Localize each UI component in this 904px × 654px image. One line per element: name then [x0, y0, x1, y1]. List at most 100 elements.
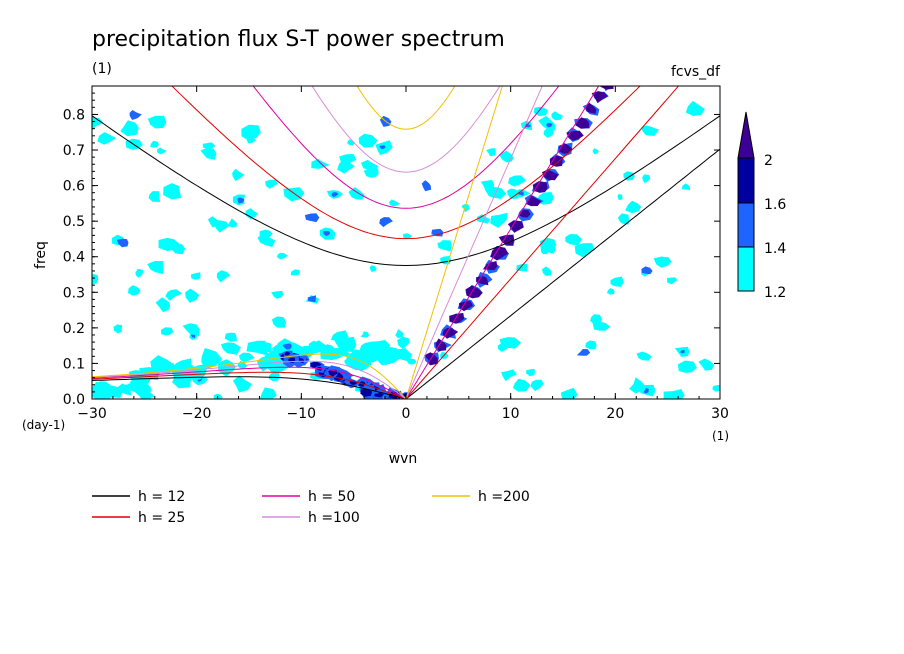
kelvin-curve: [405, 86, 503, 399]
contour-patch: [331, 192, 339, 198]
contour-patch: [246, 137, 256, 144]
colorbar-label: 1.4: [764, 241, 786, 257]
legend-label: h = 12: [138, 489, 185, 505]
contour-patch: [284, 351, 291, 356]
contour-patch: [610, 276, 624, 287]
y-tick-label: 0.1: [63, 356, 85, 372]
contour-patch: [636, 351, 652, 361]
contour-patch: [599, 86, 614, 90]
contour-patch: [358, 133, 378, 148]
contour-patch: [304, 213, 320, 223]
y-tick-label: 0.6: [63, 179, 85, 195]
contour-patch: [277, 252, 288, 260]
contour-patch: [353, 351, 363, 358]
contour-patch: [344, 358, 352, 366]
contour-patch: [431, 228, 444, 237]
y-tick-label: 0.7: [63, 143, 85, 159]
contour-patch: [542, 266, 552, 276]
x-tick-label: 20: [606, 406, 624, 422]
contour-patch: [642, 174, 651, 184]
contour-patch: [501, 369, 517, 382]
dispersion-curves: [92, 86, 720, 399]
contour-patch: [232, 168, 245, 182]
contour-patch: [171, 244, 186, 255]
contour-patch: [551, 111, 563, 121]
kelvin-curve: [405, 148, 720, 399]
rossby-curve: [92, 366, 407, 399]
contour-patch: [117, 383, 132, 394]
colorbar-label: 1.6: [764, 197, 786, 213]
contour-patch: [259, 229, 273, 239]
contour-patch: [576, 349, 591, 356]
contour-patch: [202, 142, 216, 150]
contour-patch: [283, 187, 305, 202]
x-tick-label: −30: [77, 406, 107, 422]
contour-patch: [379, 145, 386, 150]
colorbar-label: 2: [764, 153, 773, 169]
contour-patch: [157, 147, 167, 155]
contour-patch: [227, 218, 238, 228]
contour-patch: [260, 387, 277, 399]
y-tick-label: 0.0: [63, 392, 85, 408]
contour-patch: [625, 200, 642, 214]
contour-patch: [147, 115, 167, 129]
x-tick-label: 10: [502, 406, 520, 422]
contour-patch: [323, 231, 331, 237]
contour-patch: [508, 175, 527, 187]
contour-patch: [667, 277, 678, 285]
contour-patch: [421, 180, 432, 192]
contour-patch: [360, 389, 373, 397]
contour-patch: [617, 193, 623, 201]
contour-patch: [128, 285, 141, 296]
contour-patch: [575, 117, 590, 129]
contour-patch: [265, 179, 279, 189]
contour-patch: [360, 331, 370, 338]
contour-patch: [221, 360, 235, 371]
x-tick-label: 0: [402, 406, 411, 422]
contour-patch: [592, 321, 611, 331]
colorbar-segment: [737, 202, 755, 248]
rossby-curve: [92, 353, 407, 399]
contour-patch: [549, 155, 563, 167]
x-tick-label: 30: [711, 406, 729, 422]
contour-patch: [161, 327, 174, 336]
contour-patch: [458, 301, 473, 312]
contour-patch: [216, 270, 231, 283]
contour-patch: [402, 233, 413, 239]
kelvin-curve: [405, 86, 543, 399]
gravity-curve: [252, 86, 560, 209]
contour-patch: [259, 342, 272, 353]
contour-patch: [182, 323, 200, 337]
contour-patch: [268, 372, 280, 382]
contour-patch: [480, 179, 495, 191]
contour-patch: [533, 106, 549, 117]
contour-patch: [543, 127, 554, 138]
contour-patch: [560, 387, 578, 399]
contour-patch: [532, 181, 548, 193]
contour-patch: [369, 340, 391, 352]
x-axis: −30 −20 −10 0 10 20 30: [77, 86, 729, 422]
y-tick-label: 0.4: [63, 250, 85, 266]
contour-patch: [221, 342, 241, 355]
contour-patch: [120, 120, 139, 137]
contour-patch: [681, 183, 691, 191]
y-tick-label: 0.5: [63, 214, 85, 230]
contour-patch: [129, 110, 142, 120]
contour-patch: [530, 379, 544, 392]
y-tick-label: 0.8: [63, 107, 85, 123]
contour-patch: [507, 220, 524, 233]
contour-patch: [200, 147, 217, 160]
contour-patch: [238, 352, 255, 363]
contour-patch: [538, 115, 556, 131]
contour-patch: [591, 91, 608, 104]
contour-patch: [590, 314, 602, 325]
contour-patch: [309, 362, 322, 369]
contour-patch: [148, 191, 161, 202]
colorbar-segment: [737, 157, 755, 204]
contour-patch: [680, 349, 685, 354]
gravity-curve: [171, 86, 641, 240]
contour-patch: [685, 100, 705, 116]
contour-patch: [497, 343, 509, 352]
contour-patch: [641, 266, 653, 275]
contour-patch: [185, 288, 200, 303]
